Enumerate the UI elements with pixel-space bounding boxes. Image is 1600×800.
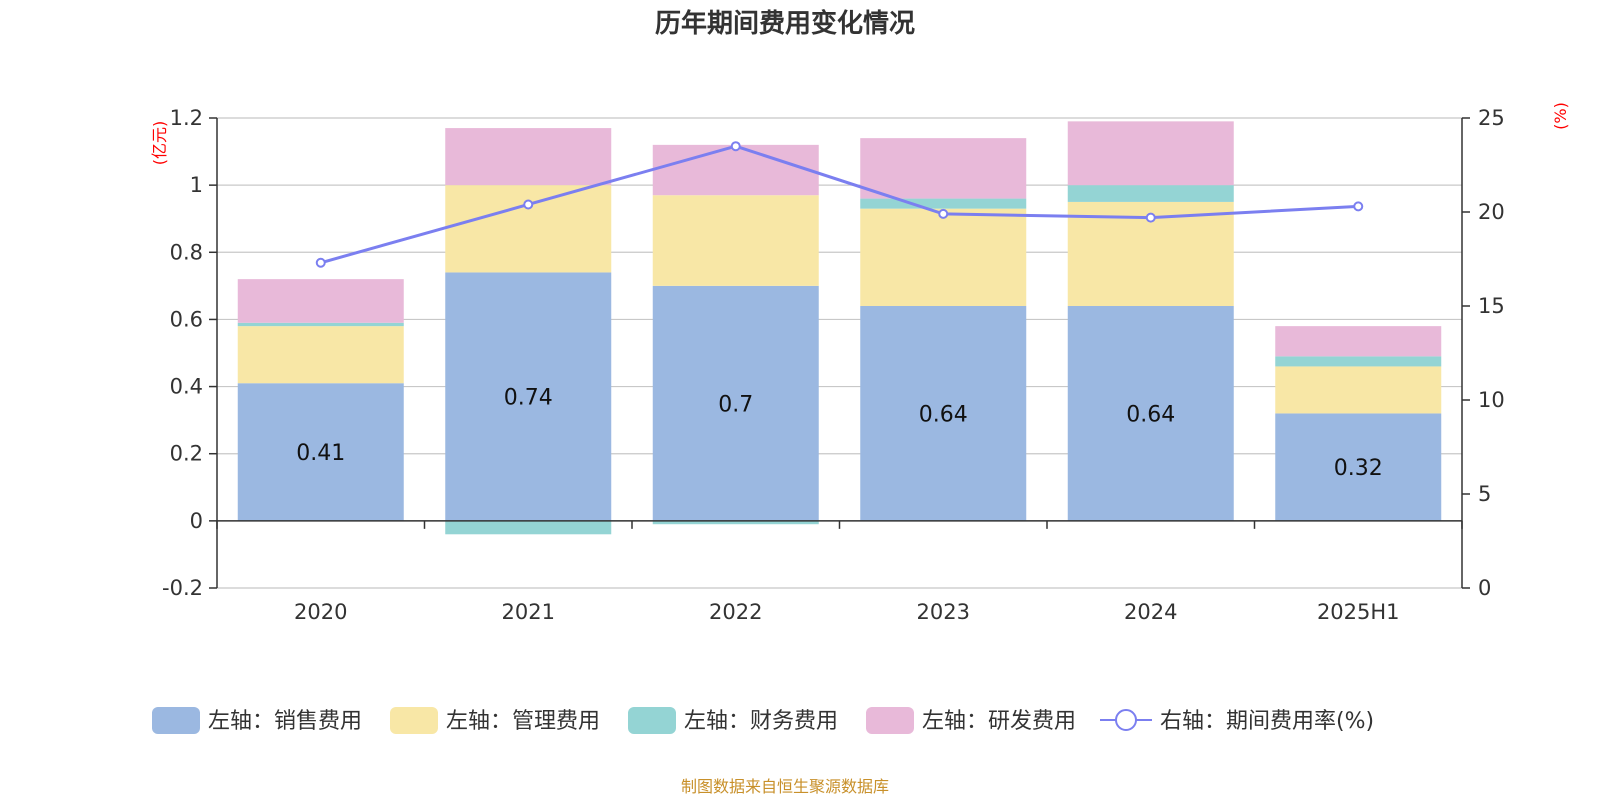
axes: -0.2 0 0.2 0.4 0.6 0.8 1 1.2 0 5 10 15 20 25 2020 2021 2… (162, 106, 1505, 624)
x-tick-label: 2025H1 (1317, 600, 1400, 624)
legend-swatch (390, 707, 438, 734)
data-label: 0.32 (1334, 456, 1383, 481)
left-tick-label: 0.4 (170, 375, 203, 399)
bar-segment (860, 138, 1027, 199)
legend-swatch (152, 707, 200, 734)
bar-segment (445, 520, 612, 535)
legend-label: 左轴：管理费用 (446, 709, 600, 734)
bar-segment (445, 128, 612, 186)
rate-point (523, 199, 534, 210)
bars (237, 121, 1442, 535)
data-labels: 0.41 0.74 0.7 0.64 0.64 0.32 (296, 386, 1382, 482)
bar-segment (652, 520, 819, 525)
legend-label: 左轴：研发费用 (922, 709, 1076, 734)
bar-segment (652, 285, 819, 521)
legend-marker (1115, 709, 1137, 731)
data-label: 0.7 (718, 392, 753, 417)
right-tick-label: 20 (1478, 200, 1505, 224)
data-label: 0.74 (504, 386, 553, 411)
bar-segment (445, 272, 612, 521)
bar-segment (1067, 306, 1234, 521)
left-tick-label: 1.2 (170, 106, 203, 130)
bar-segment (860, 208, 1027, 306)
bar-segment (652, 195, 819, 286)
bar-segment (652, 144, 819, 196)
rate-polyline (320, 144, 1359, 265)
bar-segment (237, 279, 404, 323)
left-tick-label: 0 (190, 509, 203, 533)
x-tick-label: 2024 (1124, 600, 1177, 624)
data-label: 0.64 (919, 402, 968, 427)
bar-segment (1275, 366, 1442, 414)
bar-segment (860, 198, 1027, 209)
bar-segment (1275, 356, 1442, 367)
legend-swatch (628, 707, 676, 734)
legend-swatch (866, 707, 914, 734)
bar-segment (237, 322, 404, 327)
right-tick-label: 5 (1478, 482, 1491, 506)
chart-title: 历年期间费用变化情况 (655, 8, 915, 39)
rate-point (938, 208, 949, 219)
bar-segment (237, 326, 404, 384)
legend: 左轴：销售费用 左轴：管理费用 左轴：财务费用 左轴：研发费用 右轴：期间费用率(%) (152, 707, 1374, 734)
bar-segment (1067, 121, 1234, 186)
x-tick-label: 2022 (709, 600, 762, 624)
x-tick-label: 2023 (917, 600, 970, 624)
legend-label: 左轴：财务费用 (684, 709, 838, 734)
left-tick-label: 1 (190, 173, 203, 197)
data-label: 0.41 (296, 441, 345, 466)
rate-point (315, 257, 326, 268)
bar-segment (1275, 326, 1442, 357)
right-tick-label: 25 (1478, 106, 1505, 130)
legend-label: 右轴：期间费用率(%) (1160, 709, 1374, 734)
rate-point (1353, 201, 1364, 212)
rate-line (315, 141, 1364, 268)
x-tick-label: 2021 (502, 600, 555, 624)
bar-segment (860, 306, 1027, 521)
bar-segment (237, 383, 404, 521)
left-tick-label: 0.8 (170, 240, 203, 264)
left-tick-label: 0.2 (170, 442, 203, 466)
x-tick-label: 2020 (294, 600, 347, 624)
left-tick-label: -0.2 (162, 576, 203, 600)
rate-point (1145, 212, 1156, 223)
data-label: 0.64 (1126, 402, 1175, 427)
right-tick-label: 15 (1478, 294, 1505, 318)
right-tick-label: 0 (1478, 576, 1491, 600)
source-note: 制图数据来自恒生聚源数据库 (681, 777, 889, 796)
bar-segment (1275, 413, 1442, 521)
bar-segment (1067, 185, 1234, 202)
left-tick-label: 0.6 (170, 307, 203, 331)
left-axis-unit: (亿元) (150, 121, 169, 166)
right-tick-label: 10 (1478, 388, 1505, 412)
legend-label: 左轴：销售费用 (208, 709, 362, 734)
bar-segment (445, 185, 612, 273)
right-axis-unit: (%) (1551, 102, 1570, 130)
rate-point (730, 141, 741, 152)
